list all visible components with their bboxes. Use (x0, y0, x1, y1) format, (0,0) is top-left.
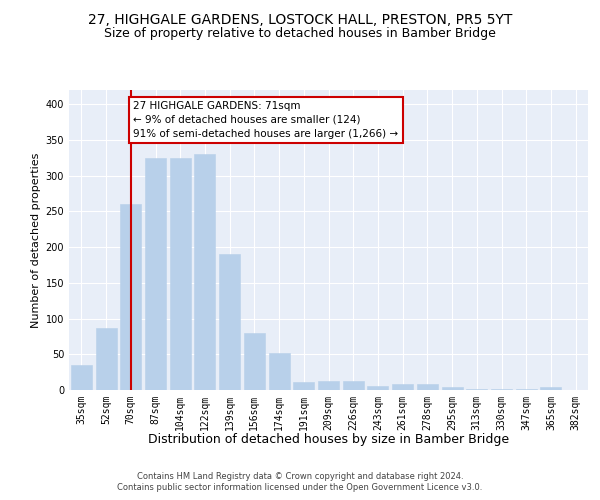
Bar (541, 387, 562, 390)
Text: 27 HIGHGALE GARDENS: 71sqm
← 9% of detached houses are smaller (124)
91% of semi: 27 HIGHGALE GARDENS: 71sqm ← 9% of detac… (133, 100, 398, 138)
Bar (367, 386, 388, 390)
Bar (417, 384, 438, 390)
Bar (442, 387, 463, 390)
Bar (71, 365, 92, 390)
Bar (170, 158, 191, 390)
Bar (95, 328, 116, 390)
Bar (120, 204, 141, 390)
Text: Size of property relative to detached houses in Bamber Bridge: Size of property relative to detached ho… (104, 28, 496, 40)
Text: 27, HIGHGALE GARDENS, LOSTOCK HALL, PRESTON, PR5 5YT: 27, HIGHGALE GARDENS, LOSTOCK HALL, PRES… (88, 12, 512, 26)
Bar (293, 382, 314, 390)
Bar (269, 353, 290, 390)
Text: Contains HM Land Registry data © Crown copyright and database right 2024.: Contains HM Land Registry data © Crown c… (137, 472, 463, 481)
Bar (145, 158, 166, 390)
Bar (392, 384, 413, 390)
Bar (318, 382, 339, 390)
Bar (244, 333, 265, 390)
Bar (219, 254, 240, 390)
Bar (491, 388, 512, 390)
Bar (194, 154, 215, 390)
X-axis label: Distribution of detached houses by size in Bamber Bridge: Distribution of detached houses by size … (148, 433, 509, 446)
Text: Contains public sector information licensed under the Open Government Licence v3: Contains public sector information licen… (118, 484, 482, 492)
Y-axis label: Number of detached properties: Number of detached properties (31, 152, 41, 328)
Bar (343, 382, 364, 390)
